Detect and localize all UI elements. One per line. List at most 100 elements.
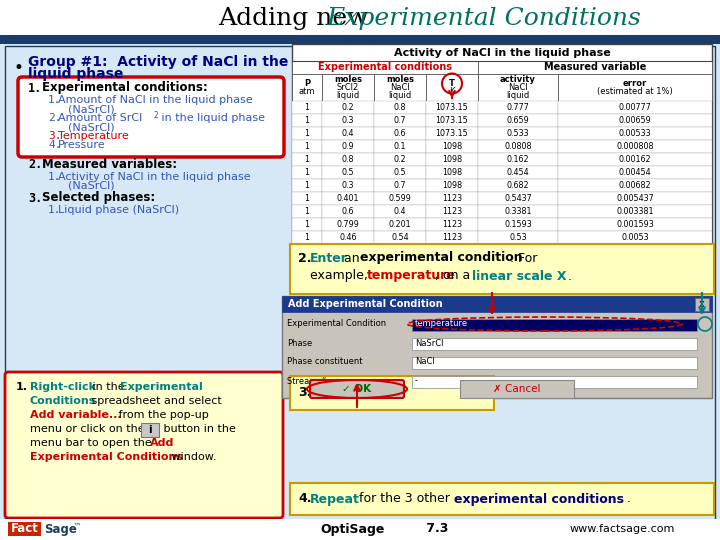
Text: 1.: 1.	[48, 172, 61, 182]
FancyBboxPatch shape	[558, 153, 712, 166]
Text: 1: 1	[305, 194, 310, 203]
Text: 1.: 1.	[48, 205, 61, 215]
Text: 1098: 1098	[442, 168, 462, 177]
Text: .: .	[627, 492, 631, 505]
Text: 1123: 1123	[442, 233, 462, 242]
FancyBboxPatch shape	[558, 179, 712, 192]
FancyBboxPatch shape	[0, 519, 720, 540]
Text: experimental condition: experimental condition	[360, 252, 523, 265]
Text: NaCl: NaCl	[508, 83, 528, 92]
Text: window.: window.	[168, 452, 217, 462]
Text: activity: activity	[500, 75, 536, 84]
FancyBboxPatch shape	[460, 380, 574, 398]
FancyBboxPatch shape	[310, 380, 404, 398]
Text: 1: 1	[305, 168, 310, 177]
FancyBboxPatch shape	[8, 522, 41, 536]
FancyBboxPatch shape	[292, 114, 322, 127]
Text: Liquid phase (NaSrCl): Liquid phase (NaSrCl)	[58, 205, 179, 215]
FancyBboxPatch shape	[322, 114, 374, 127]
FancyBboxPatch shape	[426, 153, 478, 166]
Text: 0.1593: 0.1593	[504, 220, 532, 229]
FancyBboxPatch shape	[322, 127, 374, 140]
Text: 0.46: 0.46	[339, 233, 356, 242]
Text: 2.: 2.	[48, 113, 61, 123]
FancyBboxPatch shape	[478, 74, 558, 101]
Text: 0.00777: 0.00777	[618, 103, 652, 112]
Text: 0.201: 0.201	[389, 220, 411, 229]
Text: SrCl2: SrCl2	[337, 83, 359, 92]
FancyBboxPatch shape	[282, 296, 712, 312]
Text: Measured variables:: Measured variables:	[42, 159, 177, 172]
FancyBboxPatch shape	[141, 423, 159, 437]
FancyBboxPatch shape	[374, 127, 426, 140]
FancyBboxPatch shape	[558, 101, 712, 114]
FancyBboxPatch shape	[292, 179, 322, 192]
Text: 0.9: 0.9	[342, 142, 354, 151]
Text: 0.599: 0.599	[389, 194, 411, 203]
FancyBboxPatch shape	[426, 218, 478, 231]
Text: menu or click on the: menu or click on the	[30, 424, 148, 434]
FancyBboxPatch shape	[558, 205, 712, 218]
Text: moles: moles	[334, 75, 362, 84]
Text: ™: ™	[73, 522, 81, 531]
Text: liquid: liquid	[388, 91, 412, 100]
Text: Activity of NaCl in the liquid phase: Activity of NaCl in the liquid phase	[58, 172, 251, 182]
Text: 0.00533: 0.00533	[618, 129, 652, 138]
FancyBboxPatch shape	[374, 74, 426, 101]
Text: 0.401: 0.401	[337, 194, 359, 203]
FancyBboxPatch shape	[374, 218, 426, 231]
Text: spreadsheet and select: spreadsheet and select	[88, 396, 222, 406]
FancyBboxPatch shape	[426, 231, 478, 244]
FancyBboxPatch shape	[412, 338, 697, 350]
Text: 0.4: 0.4	[394, 207, 406, 216]
Text: atm: atm	[299, 87, 315, 96]
FancyBboxPatch shape	[558, 166, 712, 179]
FancyBboxPatch shape	[426, 140, 478, 153]
Text: (NaSrCl): (NaSrCl)	[68, 104, 114, 114]
FancyBboxPatch shape	[478, 179, 558, 192]
Text: OK.: OK.	[340, 387, 366, 400]
Text: 3.: 3.	[28, 192, 42, 205]
Text: 0.5437: 0.5437	[504, 194, 532, 203]
Text: 2: 2	[153, 111, 158, 120]
Text: 1.: 1.	[48, 95, 61, 105]
Text: error: error	[623, 79, 647, 88]
FancyBboxPatch shape	[292, 218, 322, 231]
Text: Click: Click	[310, 387, 343, 400]
FancyBboxPatch shape	[18, 77, 284, 157]
Text: Phase constituent: Phase constituent	[287, 357, 362, 367]
Text: example,: example,	[310, 269, 372, 282]
Text: 0.682: 0.682	[507, 181, 529, 190]
FancyBboxPatch shape	[558, 218, 712, 231]
Text: 0.00454: 0.00454	[618, 168, 652, 177]
FancyBboxPatch shape	[426, 205, 478, 218]
FancyBboxPatch shape	[426, 101, 478, 114]
Text: 1: 1	[305, 142, 310, 151]
Text: 4.: 4.	[298, 492, 312, 505]
FancyBboxPatch shape	[478, 140, 558, 153]
FancyBboxPatch shape	[322, 218, 374, 231]
Text: Group #1:  Activity of NaCl in the: Group #1: Activity of NaCl in the	[28, 55, 289, 69]
FancyBboxPatch shape	[292, 140, 322, 153]
Text: (NaSrCl): (NaSrCl)	[68, 122, 114, 132]
Text: Phase: Phase	[287, 339, 312, 348]
Text: liquid: liquid	[336, 91, 359, 100]
Text: 0.000808: 0.000808	[616, 142, 654, 151]
FancyBboxPatch shape	[292, 166, 322, 179]
Text: Temperature: Temperature	[58, 131, 129, 141]
Text: 3.: 3.	[298, 387, 311, 400]
Text: menu bar to open the: menu bar to open the	[30, 438, 156, 448]
FancyBboxPatch shape	[322, 140, 374, 153]
Text: Add Experimental Condition: Add Experimental Condition	[288, 299, 443, 309]
FancyBboxPatch shape	[426, 179, 478, 192]
Text: 0.001593: 0.001593	[616, 220, 654, 229]
Text: 0.8: 0.8	[394, 103, 406, 112]
Text: 0.2: 0.2	[342, 103, 354, 112]
FancyBboxPatch shape	[374, 114, 426, 127]
Text: T: T	[449, 79, 455, 88]
Text: button in the: button in the	[160, 424, 236, 434]
FancyBboxPatch shape	[5, 46, 715, 520]
Text: for the 3 other: for the 3 other	[355, 492, 454, 505]
Text: 0.3381: 0.3381	[504, 207, 532, 216]
Text: an: an	[344, 252, 364, 265]
